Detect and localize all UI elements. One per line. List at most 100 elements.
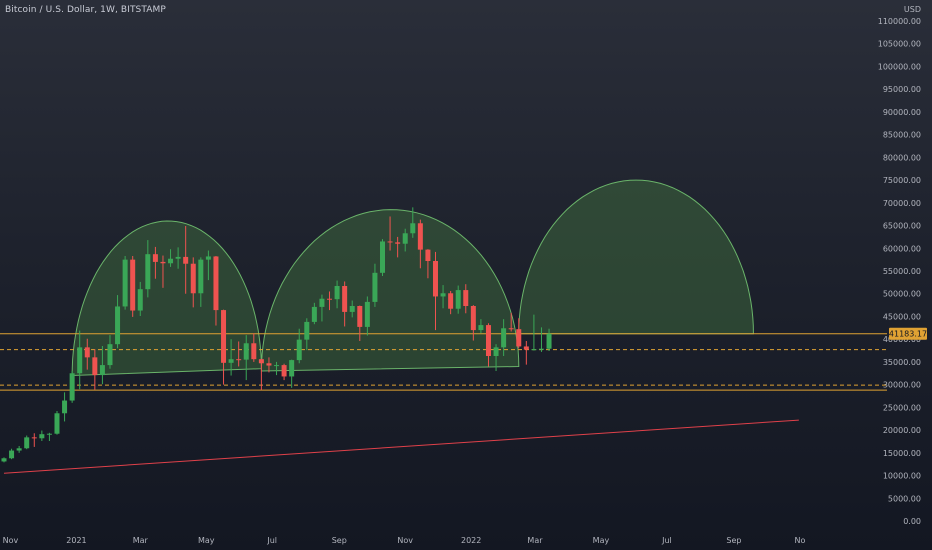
candle: [145, 240, 151, 298]
candle-body: [485, 325, 491, 356]
time-axis[interactable]: Nov 2021 Mar May Jul Sep Nov 2022 Mar May Jul Sep No: [3, 536, 806, 545]
y-tick-label: 100000.00: [878, 62, 921, 71]
candle: [402, 228, 408, 252]
candle-body: [432, 261, 438, 297]
candle-body: [417, 223, 423, 250]
candle: [69, 371, 75, 403]
candle-body: [160, 261, 166, 264]
candle-body: [508, 328, 514, 330]
current-price-label: 41183.17: [889, 330, 927, 339]
y-tick-label: 85000.00: [883, 131, 921, 140]
candle-body: [311, 306, 317, 322]
candle: [39, 430, 45, 441]
y-tick-label: 110000.00: [878, 17, 921, 26]
candle-body: [183, 256, 189, 264]
candle-body: [334, 286, 340, 300]
candle: [107, 335, 113, 369]
y-tick-label: 90000.00: [883, 108, 921, 117]
candle-body: [342, 286, 348, 312]
candle: [190, 257, 196, 308]
candle: [516, 318, 522, 349]
y-tick-label: 50000.00: [883, 290, 921, 299]
candle-body: [372, 272, 378, 302]
candle: [410, 207, 416, 238]
candle-body: [16, 448, 22, 451]
candle: [236, 341, 242, 367]
candle: [380, 239, 385, 276]
y-tick-label: 80000.00: [883, 153, 921, 162]
candle-body: [478, 325, 484, 331]
y-tick-label: 10000.00: [883, 472, 921, 481]
candle-body: [99, 365, 105, 376]
candle: [395, 236, 401, 258]
candle: [311, 302, 317, 325]
candle: [31, 433, 37, 447]
candle-body: [402, 233, 408, 244]
candle-body: [228, 359, 234, 363]
drawing-layer: [0, 179, 887, 474]
x-tick-label: Jul: [661, 536, 672, 545]
x-tick-label: Mar: [527, 536, 543, 545]
candle: [357, 305, 363, 341]
candle: [221, 309, 227, 385]
candle: [175, 247, 181, 269]
candle: [478, 319, 484, 334]
candle-body: [205, 256, 211, 260]
y-tick-label: 60000.00: [883, 244, 921, 253]
candle-body: [349, 306, 355, 312]
candle-body: [380, 241, 385, 273]
x-tick-label: Jul: [266, 536, 277, 545]
candle: [9, 448, 15, 460]
y-tick-label: 55000.00: [883, 267, 921, 276]
candle-body: [69, 373, 75, 401]
trend-line: [3, 419, 799, 474]
candle-body: [107, 344, 113, 366]
x-tick-label: May: [593, 536, 610, 545]
candle-body: [175, 256, 181, 259]
candle-body: [24, 437, 30, 449]
candle: [296, 328, 302, 364]
candle: [327, 291, 333, 311]
candle-body: [538, 348, 544, 350]
candle-body: [31, 437, 37, 439]
candle-body: [281, 365, 287, 377]
candle: [470, 305, 476, 341]
candle-body: [198, 259, 204, 294]
candle-body: [39, 434, 45, 439]
candle: [205, 250, 211, 281]
candle-body: [516, 329, 522, 347]
candle-body: [243, 343, 249, 360]
candle-body: [62, 400, 68, 414]
candle: [16, 446, 22, 453]
y-axis-unit: USD: [904, 5, 921, 14]
candle-body: [493, 347, 499, 356]
candle: [266, 357, 272, 373]
candle-body: [274, 365, 280, 367]
candle: [372, 263, 378, 307]
candle-body: [387, 241, 393, 243]
candle-body: [440, 293, 446, 297]
y-tick-label: 95000.00: [883, 85, 921, 94]
candle-body: [395, 242, 401, 244]
candle-body: [145, 254, 151, 290]
candle-body: [9, 450, 15, 459]
candle: [281, 363, 287, 381]
dome-shape-1: [71, 220, 262, 377]
candle: [289, 359, 295, 388]
x-tick-label: Mar: [133, 536, 149, 545]
candle: [213, 256, 219, 326]
candle: [243, 335, 249, 381]
candle: [463, 284, 469, 314]
candle-body: [258, 359, 264, 364]
candle: [493, 344, 499, 371]
candle: [183, 226, 189, 294]
price-axis[interactable]: 0.00 5000.00 10000.00 15000.00 20000.00 25000…: [878, 5, 927, 526]
y-tick-label: 105000.00: [878, 40, 921, 49]
candle-body: [266, 363, 272, 366]
candle-body: [425, 249, 431, 261]
y-tick-label: 25000.00: [883, 403, 921, 412]
x-tick-label: Nov: [397, 536, 413, 545]
candle-body: [54, 413, 60, 434]
candle-body: [115, 306, 121, 345]
